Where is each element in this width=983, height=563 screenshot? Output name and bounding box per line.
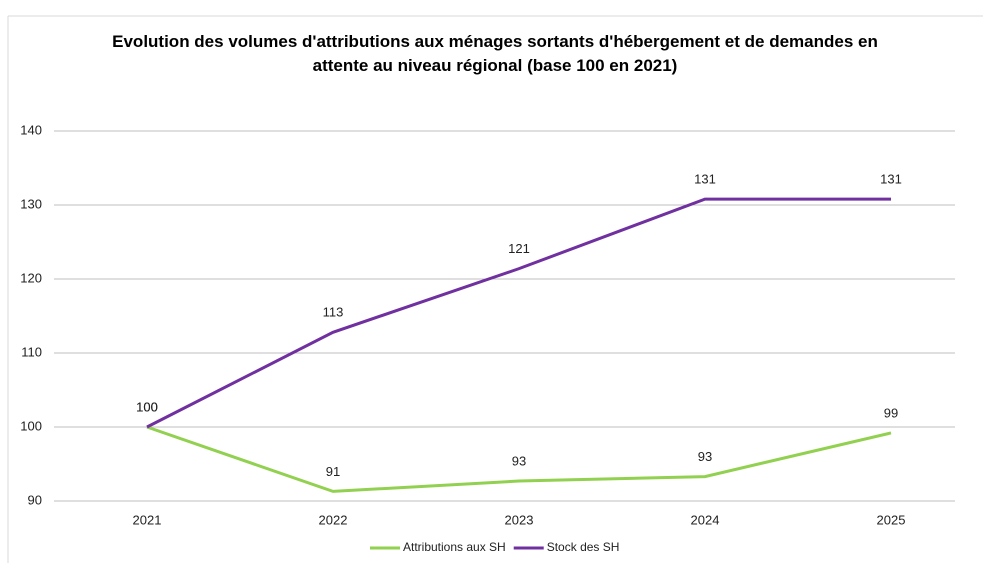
x-tick-label: 2023 [505,512,534,527]
y-tick-label: 110 [21,344,42,359]
legend-label: Stock des SH [547,540,620,554]
data-label: 100 [136,399,158,414]
data-label: 131 [880,172,902,187]
data-label: 100 [136,399,158,414]
data-label: 93 [698,449,712,464]
data-label: 113 [323,305,344,320]
x-tick-label: 2025 [877,512,906,527]
data-label: 93 [512,453,526,468]
data-label: 91 [326,464,340,479]
data-label: 99 [884,405,898,420]
x-tick-label: 2024 [691,512,720,527]
x-tick-label: 2021 [133,512,162,527]
legend-label: Attributions aux SH [403,540,506,554]
x-tick-label: 2022 [319,512,348,527]
series-line [146,425,892,493]
y-tick-label: 90 [28,492,42,507]
y-tick-label: 130 [20,196,42,211]
series-line [146,197,891,429]
y-tick-label: 100 [20,418,42,433]
y-tick-label: 120 [20,270,42,285]
data-label: 131 [694,172,716,187]
chart-title: Evolution des volumes d'attributions aux… [112,32,878,75]
data-label: 121 [508,241,530,256]
y-tick-label: 140 [20,122,42,137]
